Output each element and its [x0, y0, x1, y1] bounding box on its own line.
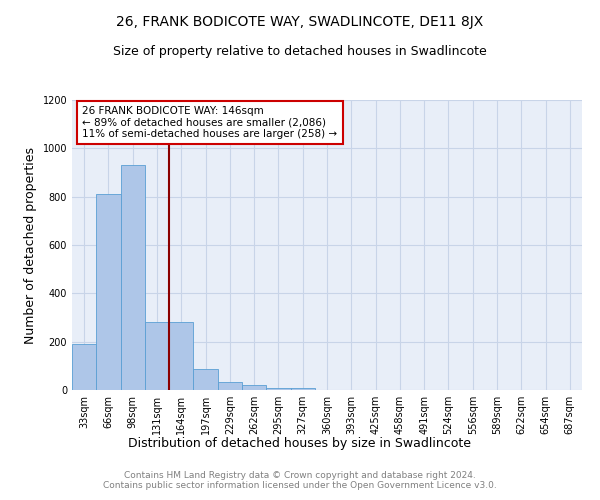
- Bar: [193, 370, 218, 390]
- Bar: [145, 322, 169, 390]
- Bar: [218, 382, 242, 390]
- Bar: [72, 344, 96, 390]
- Bar: [242, 385, 266, 390]
- Text: 26, FRANK BODICOTE WAY, SWADLINCOTE, DE11 8JX: 26, FRANK BODICOTE WAY, SWADLINCOTE, DE1…: [116, 15, 484, 29]
- Bar: [266, 388, 290, 390]
- Text: Distribution of detached houses by size in Swadlincote: Distribution of detached houses by size …: [128, 438, 472, 450]
- Text: 26 FRANK BODICOTE WAY: 146sqm
← 89% of detached houses are smaller (2,086)
11% o: 26 FRANK BODICOTE WAY: 146sqm ← 89% of d…: [82, 106, 337, 139]
- Bar: [96, 194, 121, 390]
- Bar: [121, 165, 145, 390]
- Y-axis label: Number of detached properties: Number of detached properties: [24, 146, 37, 344]
- Text: Size of property relative to detached houses in Swadlincote: Size of property relative to detached ho…: [113, 45, 487, 58]
- Bar: [169, 322, 193, 390]
- Text: Contains HM Land Registry data © Crown copyright and database right 2024.
Contai: Contains HM Land Registry data © Crown c…: [103, 470, 497, 490]
- Bar: [290, 388, 315, 390]
